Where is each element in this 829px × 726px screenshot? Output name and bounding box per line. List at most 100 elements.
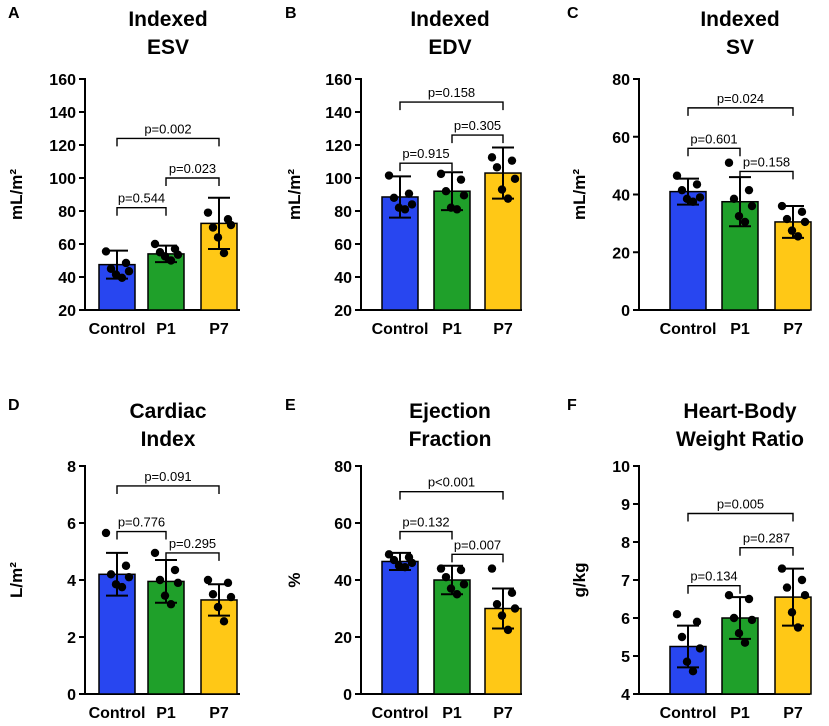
data-point [492, 163, 502, 172]
data-point [734, 629, 744, 638]
data-point [782, 214, 792, 224]
p-value-label: p=0.305 [454, 118, 501, 133]
p-value-label: p=0.158 [428, 85, 475, 100]
y-tick-label: 100 [325, 171, 352, 188]
y-tick-label: 60 [334, 516, 352, 533]
significance-bracket [451, 134, 504, 144]
data-point [384, 171, 394, 180]
x-tick-label: P7 [783, 321, 803, 338]
data-point [695, 193, 705, 202]
data-point [121, 561, 131, 570]
data-point [150, 548, 160, 558]
chart-title-line: Indexed [128, 8, 207, 31]
chart-title-line: Index [141, 428, 196, 451]
significance-bracket [165, 552, 220, 561]
panel-label: B [285, 5, 297, 22]
x-tick-label: Control [372, 705, 429, 722]
data-point [782, 583, 792, 592]
significance-bracket [116, 530, 167, 540]
data-point [389, 193, 399, 202]
y-tick-label: 8 [67, 459, 76, 476]
bar-control [381, 560, 419, 695]
panel-e: E Ejection Fraction% 0 20 40 60 80 Control P1 P7 p=… [285, 397, 522, 722]
p-value-label: p=0.158 [743, 154, 790, 169]
bar-control [381, 196, 419, 311]
data-point [787, 226, 797, 235]
data-point [744, 594, 754, 604]
data-point [793, 232, 803, 241]
bar-p7 [200, 222, 238, 311]
data-point [213, 602, 223, 612]
bar-p7 [484, 607, 522, 695]
data-point [459, 191, 469, 200]
data-point [724, 591, 734, 600]
data-point [487, 564, 497, 573]
data-point [740, 217, 750, 227]
y-tick-label: 7 [621, 573, 630, 590]
data-point [106, 264, 116, 273]
significance-bracket [399, 162, 453, 172]
data-point [747, 201, 757, 211]
data-point [800, 591, 810, 600]
data-point [777, 564, 787, 573]
y-tick-label: 80 [58, 204, 76, 221]
significance-bracket [451, 553, 504, 563]
data-point [456, 175, 466, 184]
data-point [744, 185, 754, 195]
data-point [695, 644, 705, 653]
y-tick-label: 0 [67, 687, 76, 704]
p-value-label: p=0.915 [402, 146, 449, 161]
p-value-label: p=0.023 [169, 161, 216, 176]
y-tick-label: 6 [621, 611, 630, 628]
y-tick-label: 140 [49, 105, 76, 122]
p-value-label: p=0.091 [144, 469, 191, 484]
data-point [121, 258, 131, 268]
data-point [407, 558, 417, 568]
bar-control [669, 190, 707, 311]
chart-title-line: Ejection [409, 400, 491, 423]
panel-c: C Indexed SV mL/m² 0 20 40 60 80 Control P1 P7 p=0.6… [567, 5, 812, 338]
data-point [173, 250, 183, 259]
p-value-label: p=0.134 [690, 569, 737, 584]
y-tick-label: 140 [325, 105, 352, 122]
significance-bracket [399, 490, 504, 500]
y-tick-label: 40 [334, 270, 352, 287]
y-tick-label: 0 [621, 303, 630, 320]
x-tick-label: P7 [493, 321, 513, 338]
data-point [124, 267, 134, 276]
data-point [155, 575, 165, 585]
y-tick-label: 9 [621, 497, 630, 514]
data-point [510, 604, 520, 613]
significance-bracket [687, 147, 741, 157]
data-point [672, 610, 682, 619]
data-point [777, 201, 787, 211]
significance-bracket [399, 101, 504, 111]
x-tick-label: P1 [730, 321, 750, 338]
data-point [166, 600, 176, 609]
data-point [510, 174, 520, 184]
data-point [441, 572, 451, 582]
p-value-label: p=0.601 [690, 131, 737, 146]
x-tick-label: P1 [156, 321, 176, 338]
significance-bracket [739, 170, 794, 180]
data-point [688, 197, 698, 206]
significance-bracket [739, 547, 794, 556]
x-tick-label: P1 [442, 321, 462, 338]
bar-p1 [433, 579, 471, 695]
data-point [101, 528, 111, 538]
y-tick-label: 80 [334, 459, 352, 476]
data-point [456, 565, 466, 575]
y-tick-label: 160 [49, 72, 76, 89]
y-tick-label: 60 [612, 130, 630, 147]
data-point [389, 555, 399, 565]
y-tick-label: 4 [621, 687, 630, 704]
chart-title-line: Heart-Body [683, 400, 797, 423]
data-point [226, 220, 236, 230]
y-axis-label: % [285, 572, 304, 587]
x-tick-label: Control [372, 321, 429, 338]
data-point [160, 591, 170, 600]
significance-bracket [116, 207, 167, 216]
panel-label: F [567, 397, 577, 414]
significance-bracket [116, 485, 220, 494]
